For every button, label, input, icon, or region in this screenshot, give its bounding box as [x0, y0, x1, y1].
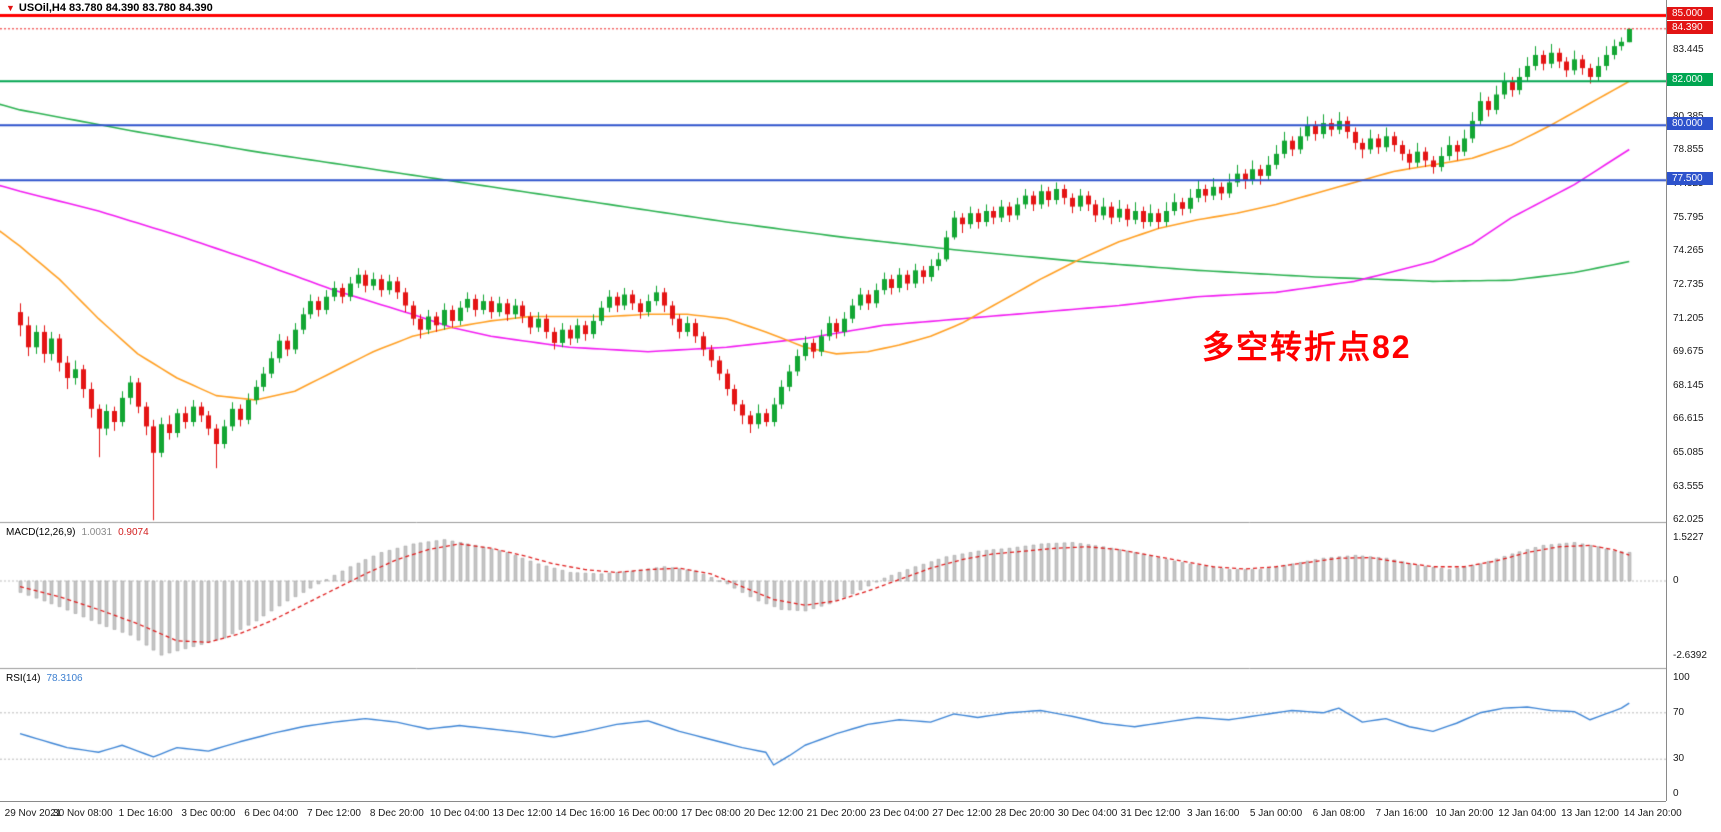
time-axis-label: 3 Dec 00:00 [181, 808, 236, 819]
time-axis-label: 8 Dec 20:00 [369, 808, 424, 819]
price-badge: 85.000 [1667, 7, 1713, 21]
price-badge: 80.000 [1667, 117, 1713, 131]
rsi-axis-label: 30 [1673, 753, 1685, 765]
macd-signal-value: 0.9074 [118, 527, 149, 538]
time-axis-label: 31 Dec 12:00 [1120, 808, 1181, 819]
price-axis-label: 80.385 [1673, 111, 1704, 122]
time-axis-label: 7 Dec 12:00 [307, 808, 361, 819]
time-axis-label: 23 Dec 04:00 [869, 808, 929, 819]
price-badge: 77.500 [1667, 172, 1713, 186]
rsi-axis-label: 100 [1673, 672, 1690, 683]
time-axis-label: 16 Dec 00:00 [618, 808, 678, 819]
price-axis-label: 68.145 [1673, 379, 1704, 391]
time-axis-label: 21 Dec 20:00 [806, 808, 867, 819]
price-axis-label: 83.445 [1673, 43, 1704, 55]
rsi-axis-label: 0 [1673, 788, 1679, 799]
annotation-text: 多空转折点82 [1202, 329, 1412, 365]
time-axis-label: 12 Jan 04:00 [1498, 808, 1557, 819]
time-axis-label: 10 Jan 20:00 [1435, 808, 1494, 819]
time-axis-label: 14 Dec 16:00 [555, 808, 615, 819]
time-axis-label: 7 Jan 16:00 [1375, 808, 1428, 819]
time-axis-label: 13 Dec 12:00 [492, 808, 553, 819]
price-badge: 84.390 [1667, 20, 1713, 34]
rsi-indicator-label: RSI(14) 78.3106 [6, 673, 83, 684]
chart-symbol-period: USOil,H4 [18, 2, 66, 14]
rsi-axis-label: 70 [1673, 706, 1685, 718]
time-axis-label: 14 Jan 20:00 [1623, 808, 1682, 819]
symbol-marker-icon: ▼ [6, 3, 15, 13]
time-axis[interactable]: 29 Nov 2021 30 Nov 08:00 1 Dec 16:00 3 Dec … [0, 801, 1682, 832]
time-axis-label: 5 Jan 00:00 [1249, 808, 1303, 819]
time-axis-label: 13 Jan 12:00 [1561, 808, 1619, 819]
time-axis-label: 10 Dec 04:00 [429, 808, 490, 819]
time-axis-label: 1 Dec 16:00 [118, 808, 173, 819]
macd-axis-label: 1.5227 [1673, 531, 1704, 543]
time-axis-label: 30 Dec 04:00 [1057, 808, 1118, 819]
macd-axis-label: 0 [1673, 575, 1679, 586]
rsi-name: RSI(14) [6, 673, 41, 684]
price-axis-label: 72.735 [1673, 278, 1704, 290]
time-axis-label: 3 Jan 16:00 [1187, 808, 1240, 819]
time-axis-label: 6 Jan 08:00 [1312, 808, 1365, 819]
price-chart-canvas[interactable] [0, 0, 1667, 801]
rsi-value: 78.3106 [46, 673, 83, 684]
time-axis-label: 28 Dec 20:00 [995, 808, 1055, 819]
macd-indicator-label: MACD(12,26,9) 1.0031 0.9074 [6, 527, 149, 538]
price-badge: 82.000 [1667, 73, 1713, 87]
price-axis-label: 63.555 [1673, 480, 1704, 492]
price-axis-label: 69.675 [1673, 346, 1704, 358]
price-axis-label: 75.795 [1673, 211, 1704, 223]
macd-main-value: 1.0031 [81, 527, 113, 538]
time-axis-label: 20 Dec 12:00 [743, 808, 804, 819]
time-axis-label: 29 Nov 2021 [4, 808, 62, 819]
price-axis-label: 65.085 [1673, 447, 1704, 459]
price-axis-label: 62.025 [1673, 514, 1704, 526]
price-axis-label: 66.615 [1673, 413, 1704, 425]
time-axis-label: 17 Dec 08:00 [681, 808, 741, 819]
time-axis-label: 27 Dec 12:00 [932, 808, 992, 819]
price-axis-label: 78.855 [1673, 144, 1704, 156]
chart-title: ▼ USOil,H4 83.780 84.390 83.780 84.390 [6, 2, 216, 14]
macd-axis-label: -2.6392 [1673, 650, 1707, 662]
macd-name: MACD(12,26,9) [6, 527, 76, 538]
chart-ohlc-values: 83.780 84.390 83.780 84.390 [69, 2, 213, 14]
price-axis[interactable]: 83.44580.38578.85577.32575.79574.26572.7… [1666, 0, 1721, 801]
price-axis-label: 74.265 [1673, 245, 1704, 257]
price-axis-label: 71.205 [1673, 312, 1704, 324]
time-axis-label: 6 Dec 04:00 [244, 808, 299, 819]
time-axis-label: 30 Nov 08:00 [53, 808, 113, 819]
